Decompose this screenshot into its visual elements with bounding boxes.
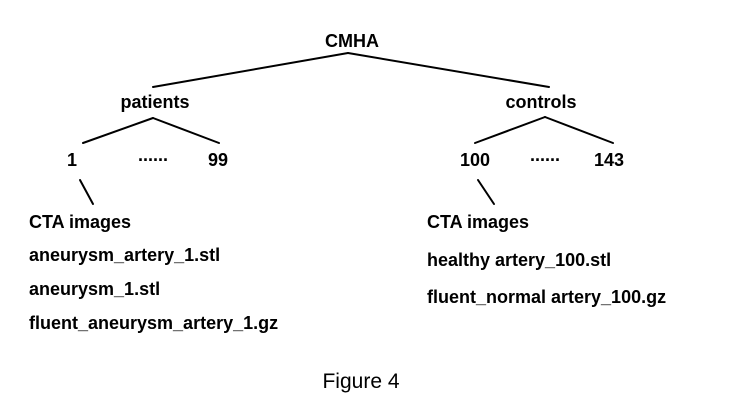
control-file-fluent-gz: fluent_normal artery_100.gz [427,287,667,307]
controls-first-node: 100 [459,150,491,170]
patients-node: patients [120,92,190,112]
patient-file-fluent-gz: fluent_aneurysm_artery_1.gz [29,313,279,333]
controls-ellipsis: ...... [529,145,561,165]
patient-file-cta: CTA images [29,212,132,232]
edge-controls-100 [474,116,546,144]
patient-file-artery-stl: aneurysm_artery_1.stl [29,245,221,265]
patient-file-aneurysm-stl: aneurysm_1.stl [29,279,161,299]
edge-root-controls [347,52,550,88]
patients-first-node: 1 [66,150,78,170]
edge-1-files [79,179,94,205]
edge-100-files [477,179,495,205]
edge-patients-99 [152,117,220,144]
edge-root-patients [152,52,349,88]
control-file-cta: CTA images [427,212,530,232]
edge-patients-1 [82,117,154,144]
root-node: CMHA [325,31,379,51]
patients-ellipsis: ...... [137,145,169,165]
figure-caption: Figure 4 [322,370,400,393]
patients-last-node: 99 [207,150,229,170]
controls-node: controls [505,92,577,112]
controls-last-node: 143 [593,150,625,170]
control-file-healthy-stl: healthy artery_100.stl [427,250,612,270]
edge-controls-143 [544,116,614,144]
